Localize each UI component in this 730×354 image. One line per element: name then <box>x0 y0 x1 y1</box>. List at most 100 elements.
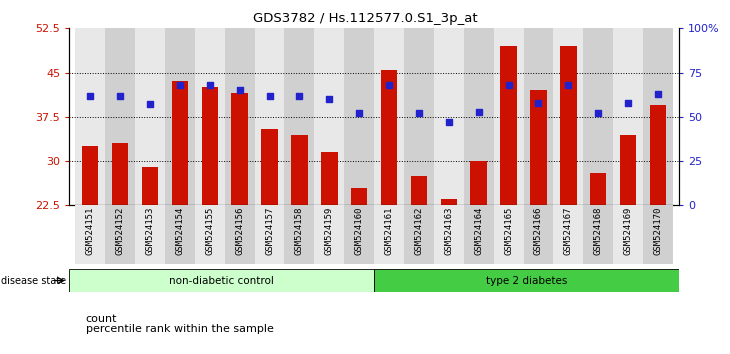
Text: percentile rank within the sample: percentile rank within the sample <box>85 324 274 334</box>
Point <box>323 96 335 102</box>
Bar <box>613 205 643 264</box>
Bar <box>374 205 404 264</box>
Bar <box>195 28 225 205</box>
Point <box>353 110 365 116</box>
Bar <box>471 161 487 205</box>
Bar <box>553 28 583 205</box>
Bar <box>225 205 255 264</box>
Bar <box>285 28 315 205</box>
Point <box>115 93 126 98</box>
Bar <box>285 205 315 264</box>
Bar <box>464 205 493 264</box>
Text: GSM524163: GSM524163 <box>445 206 453 255</box>
Bar <box>225 28 255 205</box>
Bar <box>261 129 277 205</box>
Text: disease state: disease state <box>1 275 66 286</box>
Bar <box>620 135 637 205</box>
Bar <box>523 28 553 205</box>
Bar <box>195 205 225 264</box>
Bar <box>291 135 307 205</box>
Text: GSM524161: GSM524161 <box>385 206 393 255</box>
Point <box>413 110 425 116</box>
Point <box>383 82 395 88</box>
Bar <box>135 205 165 264</box>
Point <box>563 82 575 88</box>
Text: GSM524166: GSM524166 <box>534 206 543 255</box>
Bar <box>381 70 397 205</box>
Bar <box>643 28 673 205</box>
Bar <box>345 205 374 264</box>
Point <box>652 91 664 97</box>
Bar <box>135 28 165 205</box>
Bar <box>255 28 285 205</box>
Bar <box>553 205 583 264</box>
Bar <box>434 205 464 264</box>
Bar <box>500 46 517 205</box>
Point <box>592 110 604 116</box>
Point <box>174 82 185 88</box>
Bar <box>165 28 195 205</box>
Bar <box>650 105 666 205</box>
Bar <box>351 188 367 205</box>
Bar <box>315 205 345 264</box>
Bar <box>411 176 427 205</box>
Text: type 2 diabetes: type 2 diabetes <box>486 275 567 286</box>
Bar <box>82 146 99 205</box>
Point <box>473 109 485 114</box>
Point <box>443 119 455 125</box>
Bar <box>464 28 493 205</box>
Bar <box>105 205 135 264</box>
Bar <box>643 205 673 264</box>
Bar <box>69 269 374 292</box>
Text: GSM524167: GSM524167 <box>564 206 573 255</box>
Bar <box>404 205 434 264</box>
Bar <box>201 87 218 205</box>
Bar <box>172 81 188 205</box>
Point <box>622 100 634 105</box>
Bar <box>441 199 457 205</box>
Text: GSM524159: GSM524159 <box>325 206 334 255</box>
Bar <box>590 173 607 205</box>
Bar <box>374 269 679 292</box>
Bar <box>523 205 553 264</box>
Bar <box>321 152 337 205</box>
Text: GSM524153: GSM524153 <box>145 206 155 255</box>
Point <box>503 82 515 88</box>
Bar <box>315 28 345 205</box>
Text: GSM524162: GSM524162 <box>415 206 423 255</box>
Bar <box>583 205 613 264</box>
Point <box>264 93 275 98</box>
Text: GSM524156: GSM524156 <box>235 206 244 255</box>
Bar <box>434 28 464 205</box>
Bar <box>255 205 285 264</box>
Bar <box>493 205 523 264</box>
Text: GSM524158: GSM524158 <box>295 206 304 255</box>
Bar <box>583 28 613 205</box>
Bar <box>75 205 105 264</box>
Bar <box>345 28 374 205</box>
Point <box>145 102 156 107</box>
Text: GSM524169: GSM524169 <box>623 206 633 255</box>
Text: GSM524160: GSM524160 <box>355 206 364 255</box>
Bar <box>105 28 135 205</box>
Bar <box>560 46 577 205</box>
Text: non-diabetic control: non-diabetic control <box>169 275 274 286</box>
Point <box>234 87 245 93</box>
Text: count: count <box>85 314 118 324</box>
Point <box>204 82 215 88</box>
Bar <box>75 28 105 205</box>
Text: GSM524164: GSM524164 <box>474 206 483 255</box>
Text: GSM524155: GSM524155 <box>205 206 215 255</box>
Bar <box>404 28 434 205</box>
Bar <box>530 90 547 205</box>
Bar <box>613 28 643 205</box>
Text: GSM524170: GSM524170 <box>653 206 663 255</box>
Point <box>533 100 545 105</box>
Bar <box>112 143 128 205</box>
Text: GSM524154: GSM524154 <box>175 206 185 255</box>
Text: GSM524152: GSM524152 <box>115 206 125 255</box>
Bar <box>142 167 158 205</box>
Bar <box>493 28 523 205</box>
Bar <box>374 28 404 205</box>
Text: GDS3782 / Hs.112577.0.S1_3p_at: GDS3782 / Hs.112577.0.S1_3p_at <box>253 12 477 25</box>
